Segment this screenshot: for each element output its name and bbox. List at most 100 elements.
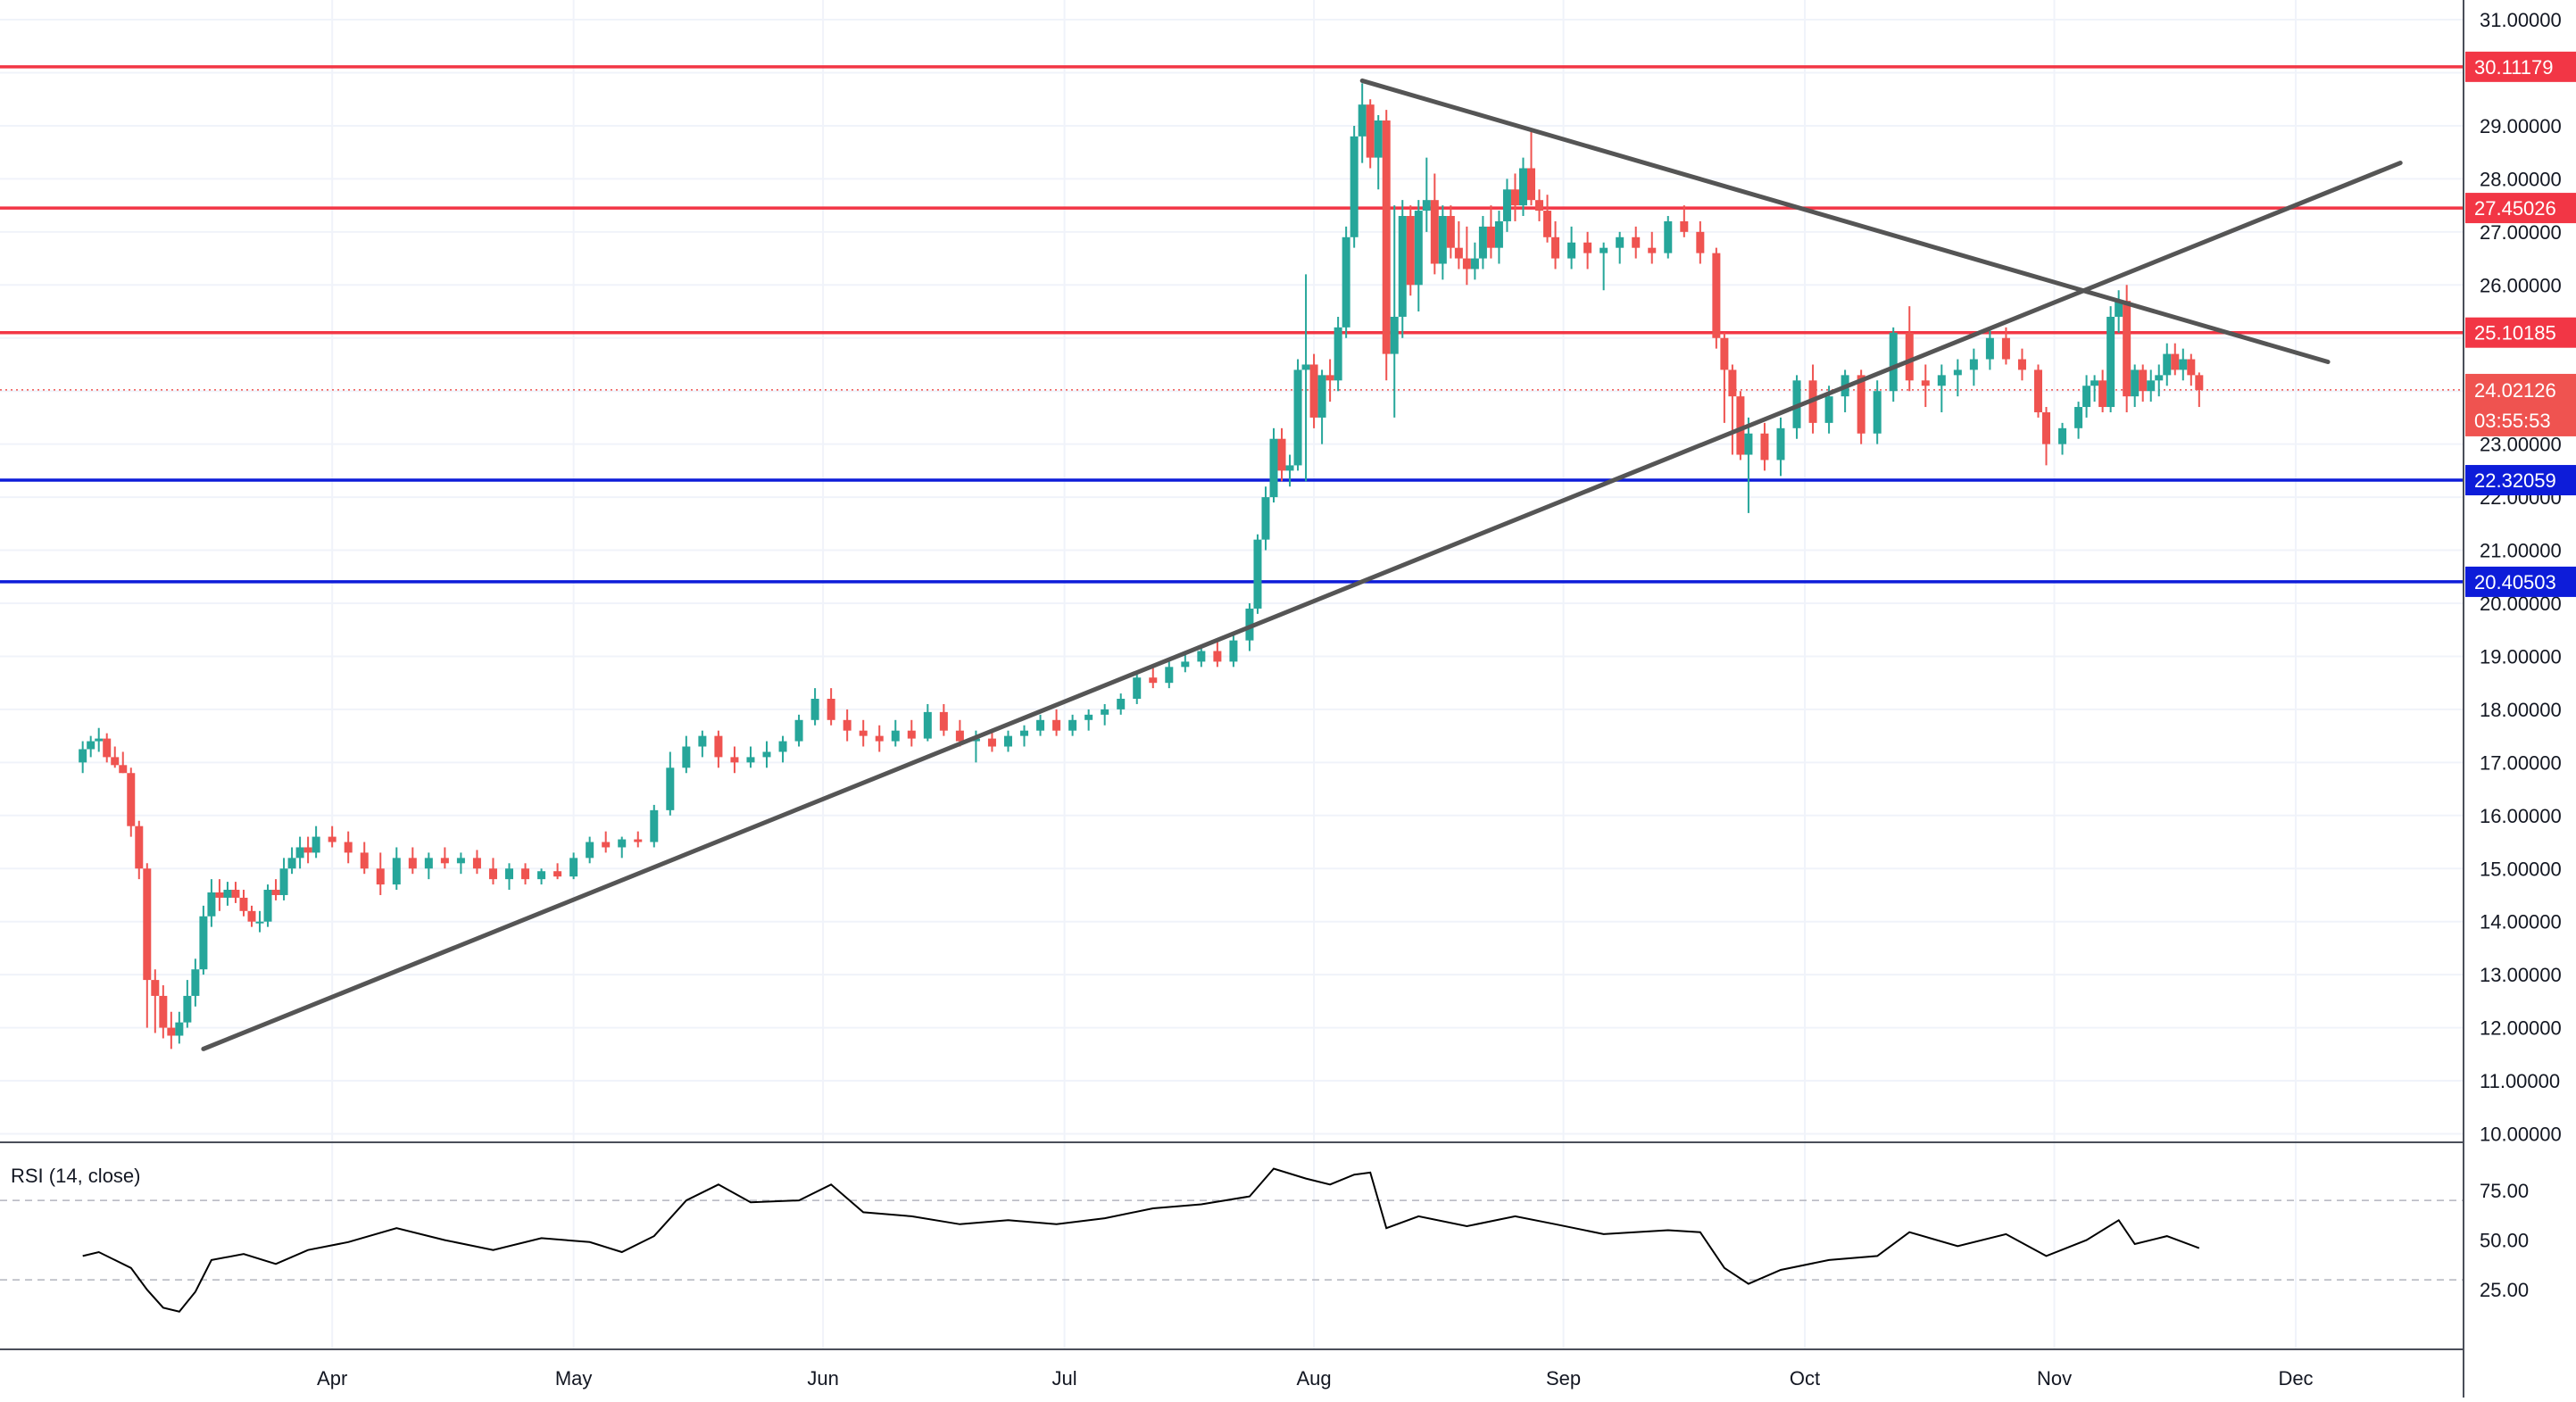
candle-body (191, 969, 200, 996)
price-tick-label: 14.00000 (2480, 911, 2562, 933)
candle-body (746, 757, 755, 763)
candle-body (955, 730, 964, 742)
candle-body (1406, 216, 1415, 286)
candle-body (207, 892, 216, 917)
candle-body (1309, 364, 1318, 418)
candle-body (255, 921, 264, 924)
candle-body (923, 711, 932, 739)
candle-body (1165, 667, 1174, 684)
price-tick-label: 26.00000 (2480, 274, 2562, 296)
candle-body (521, 868, 530, 880)
candle-body (1736, 396, 1745, 455)
candle-body (1648, 247, 1657, 253)
candle-body (2058, 427, 2067, 444)
candle-body (1744, 433, 1753, 455)
candle-body (360, 852, 369, 869)
candle-body (472, 858, 481, 869)
month-tick-label: Nov (2037, 1367, 2072, 1390)
candle-body (1510, 189, 1519, 206)
candle-body (1454, 247, 1463, 259)
candle-body (440, 858, 449, 864)
last-price-tag (2465, 373, 2576, 436)
candle-body (312, 836, 320, 853)
candle-body (1398, 216, 1407, 317)
candle-body (1905, 332, 1914, 381)
candle-body (1342, 236, 1350, 328)
month-tick-label: Aug (1297, 1367, 1332, 1390)
rsi-tick-label: 25.00 (2480, 1279, 2529, 1301)
candle-body (2074, 407, 2083, 428)
candle-body (2155, 375, 2164, 381)
level-price-tag (2465, 317, 2576, 348)
candle-body (794, 719, 803, 742)
candle-body (1680, 220, 1689, 232)
candle-body (1953, 369, 1962, 376)
candle-body (1873, 391, 1882, 434)
price-tick-label: 16.00000 (2480, 805, 2562, 827)
candle-body (1253, 539, 1262, 609)
trendline-rising-support (201, 161, 2403, 1051)
candle-body (2131, 369, 2140, 397)
candle-body (2082, 386, 2091, 408)
level-price-label: 22.32059 (2474, 469, 2556, 492)
candle-body (698, 735, 707, 747)
candle-body (1430, 200, 1439, 264)
price-tick-label: 12.00000 (2480, 1017, 2562, 1040)
price-tick-label: 23.00000 (2480, 434, 2562, 456)
candle-body (2195, 375, 2204, 391)
price-tick-label: 31.00000 (2480, 9, 2562, 31)
candle-body (1374, 120, 1383, 158)
level-price-tag (2465, 566, 2576, 597)
candle-body (1446, 216, 1455, 248)
candle-body (602, 842, 611, 848)
candle-body (231, 890, 240, 898)
candle-body (1277, 438, 1286, 471)
candle-body (1020, 730, 1029, 736)
rsi-label: RSI (14, close) (11, 1165, 141, 1187)
price-tick-label: 18.00000 (2480, 699, 2562, 721)
candle-body (971, 738, 980, 742)
candles (79, 83, 2204, 1049)
candle-body (939, 711, 948, 731)
candle-body (1760, 433, 1769, 460)
candle-body (1728, 369, 1737, 397)
month-tick-label: Jul (1052, 1367, 1077, 1390)
trendline-falling-resistance (1359, 78, 2331, 365)
candle-body (95, 738, 104, 742)
candle-body (1937, 375, 1946, 386)
candle-body (344, 842, 353, 853)
candle-body (1036, 719, 1045, 731)
candle-body (666, 767, 675, 810)
candle-body (1293, 369, 1302, 466)
candle-body (135, 825, 144, 869)
candle-body (1117, 699, 1126, 709)
candle-body (1382, 120, 1391, 354)
candle-body (714, 735, 723, 758)
candle-body (1068, 719, 1077, 731)
candle-body (1438, 216, 1447, 264)
candle-body (376, 868, 385, 885)
candle-body (1985, 337, 1994, 360)
candle-body (2179, 359, 2188, 370)
candle-body (295, 847, 304, 859)
candle-body (875, 735, 884, 742)
month-tick-label: Dec (2278, 1367, 2313, 1390)
candle-body (223, 890, 232, 898)
candle-body (247, 910, 256, 922)
candle-body (1567, 242, 1576, 259)
candle-body (1229, 640, 1238, 662)
candle-body (2098, 380, 2107, 408)
candle-body (987, 738, 996, 747)
level-price-label: 20.40503 (2474, 571, 2556, 593)
candle-body (505, 868, 514, 880)
candle-body (1149, 677, 1158, 684)
candle-body (1470, 258, 1479, 270)
candle-body (1245, 608, 1254, 641)
candle-body (1632, 236, 1641, 248)
candle-body (328, 836, 337, 842)
candle-body (1969, 359, 1978, 370)
candle-body (1478, 226, 1487, 259)
month-tick-label: Sep (1546, 1367, 1581, 1390)
